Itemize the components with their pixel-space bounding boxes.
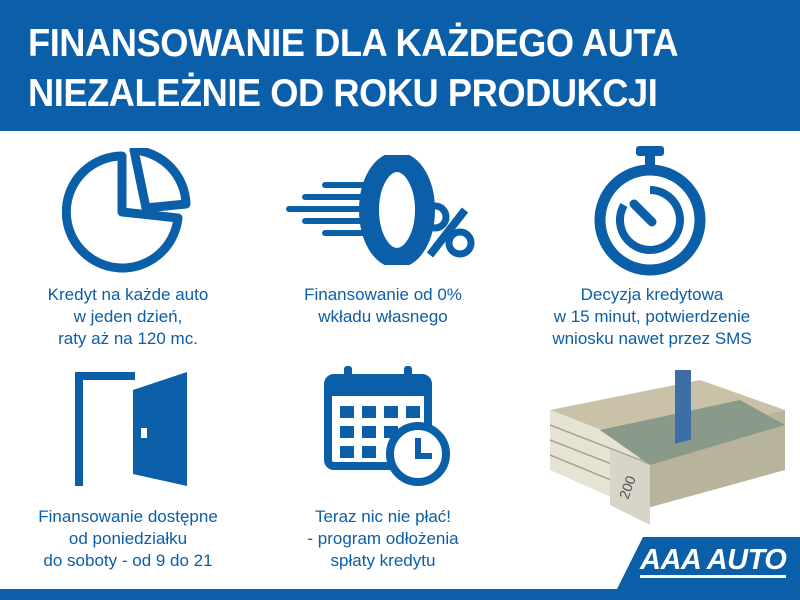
pie-chart-icon	[62, 148, 191, 273]
caption-line: spłaty kredytu	[330, 551, 436, 570]
caption-line: Teraz nic nie płać!	[314, 507, 452, 526]
caption-line: wniosku nawet przez SMS	[552, 329, 752, 348]
zero-percent-icon	[286, 155, 475, 265]
feature-2-caption: Finansowanie od 0% wkładu własnego	[253, 284, 513, 328]
caption-line: Decyzja kredytowa	[580, 285, 724, 304]
feature-5-caption: Teraz nic nie płać! - program odłożenia …	[253, 506, 513, 572]
logo-banner	[615, 537, 800, 593]
door-icon	[75, 372, 187, 486]
headline-line-2: NIEZALEŻNIE OD ROKU PRODUKCJI	[28, 72, 658, 115]
caption-line: w 15 minut, potwierdzenie	[553, 307, 751, 326]
caption-line: Finansowanie od 0%	[304, 285, 462, 304]
caption-line: Finansowanie dostępne	[38, 507, 218, 526]
caption-line: do soboty - od 9 do 21	[43, 551, 213, 570]
header-banner: FINANSOWANIE DLA KAŻDEGO AUTA NIEZALEŻNI…	[0, 0, 800, 131]
feature-3-caption: Decyzja kredytowa w 15 minut, potwierdze…	[522, 284, 782, 350]
stopwatch-icon	[594, 146, 706, 276]
footer-bar	[0, 589, 800, 600]
feature-1-caption: Kredyt na każde auto w jeden dzień, raty…	[0, 284, 258, 350]
brand-logo: AAA AUTO	[640, 544, 787, 578]
caption-line: od poniedziałku	[68, 529, 188, 548]
caption-line: w jeden dzień,	[73, 307, 183, 326]
caption-line: wkładu własnego	[318, 307, 448, 326]
svg-text:200: 200	[616, 473, 639, 501]
caption-line: - program odłożenia	[307, 529, 459, 548]
banknote-stack-image: 200	[549, 370, 785, 525]
caption-line: Kredyt na każde auto	[47, 285, 209, 304]
calendar-clock-icon	[324, 366, 450, 486]
caption-line: raty aż na 120 mc.	[58, 329, 198, 348]
feature-4-caption: Finansowanie dostępne od poniedziałku do…	[0, 506, 258, 572]
headline-line-1: FINANSOWANIE DLA KAŻDEGO AUTA	[28, 22, 679, 65]
